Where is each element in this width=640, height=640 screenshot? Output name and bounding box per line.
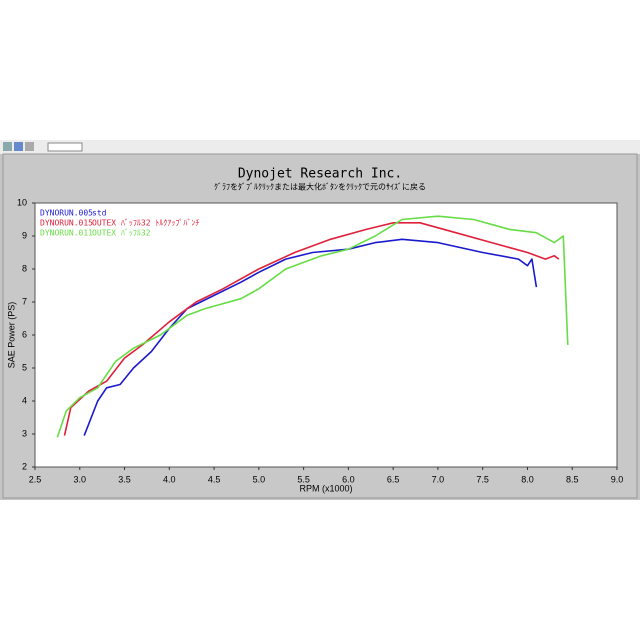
toolbar-icon[interactable]	[14, 142, 23, 151]
legend-description: std	[92, 209, 107, 218]
x-tick-label: 3.5	[118, 474, 131, 484]
x-tick-label: 7.0	[432, 474, 445, 484]
y-tick-label: 5	[22, 362, 27, 372]
x-tick-label: 6.5	[387, 474, 400, 484]
legend-name: DYNORUN.015	[40, 219, 93, 228]
x-tick-label: 2.5	[29, 474, 42, 484]
x-tick-label: 7.5	[476, 474, 489, 484]
toolbar	[0, 140, 640, 154]
y-axis-label: SAE Power (PS)	[6, 302, 16, 369]
power-curve	[83, 238, 538, 436]
x-tick-label: 5.5	[297, 474, 310, 484]
x-tick-label: 9.0	[611, 474, 624, 484]
x-tick-label: 4.5	[208, 474, 221, 484]
y-tick-label: 6	[22, 329, 27, 339]
y-tick-label: 4	[22, 395, 27, 405]
chart-subtitle: ｸﾞﾗﾌをﾀﾞﾌﾞﾙｸﾘｯｸまたは最大化ﾎﾞﾀﾝをｸﾘｯｸで元のｻｲｽﾞに戻る	[214, 182, 426, 192]
x-tick-label: 5.0	[253, 474, 266, 484]
y-tick-label: 7	[22, 296, 27, 306]
x-axis-label: RPM (x1000)	[299, 483, 352, 493]
legend-name: DYNORUN.011	[40, 229, 93, 238]
x-tick-label: 4.0	[163, 474, 176, 484]
plot-area	[34, 202, 618, 468]
toolbar-icon[interactable]	[3, 142, 12, 151]
y-tick-label: 10	[17, 197, 27, 207]
x-tick-label: 3.0	[74, 474, 87, 484]
y-tick-label: 2	[22, 461, 27, 471]
y-tick-label: 9	[22, 230, 27, 240]
chart-title: Dynojet Research Inc.	[238, 167, 402, 182]
y-tick-label: 8	[22, 263, 27, 273]
x-tick-label: 8.0	[521, 474, 534, 484]
legend-description: OUTEX ﾊﾞｯﾌﾙ32 ﾄﾙｸｱｯﾌﾟﾊﾞﾝﾁ	[92, 219, 199, 228]
legend-name: DYNORUN.005	[40, 209, 93, 218]
power-curve	[63, 222, 560, 436]
power-curve	[56, 215, 569, 438]
x-tick-label: 8.5	[566, 474, 579, 484]
dropdown[interactable]	[47, 142, 83, 152]
x-tick-label: 6.0	[342, 474, 355, 484]
legend-description: OUTEX ﾊﾞｯﾌﾙ32	[92, 229, 151, 238]
y-tick-label: 3	[22, 428, 27, 438]
toolbar-icon[interactable]	[25, 142, 34, 151]
